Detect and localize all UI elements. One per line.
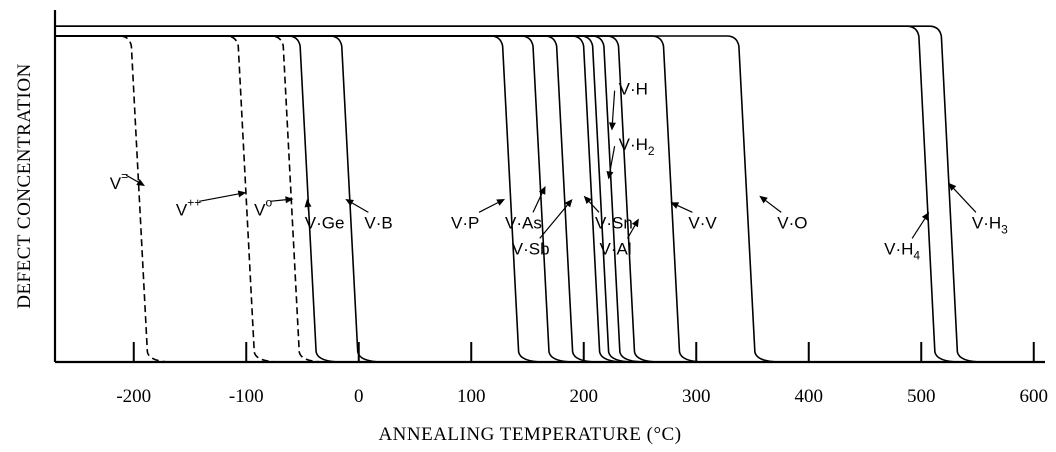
curve-v-h4 bbox=[55, 25, 961, 363]
curve-label: V·Ge bbox=[305, 213, 345, 232]
arrow-head bbox=[606, 170, 614, 180]
x-tick-label: 500 bbox=[907, 386, 936, 407]
arrow-line bbox=[677, 205, 693, 213]
arrow-head bbox=[136, 178, 145, 186]
curve-v= bbox=[55, 35, 174, 363]
arrow-line bbox=[911, 218, 926, 239]
x-tick-label: 300 bbox=[682, 386, 711, 407]
arrow-line bbox=[765, 200, 782, 213]
x-tick-label: 200 bbox=[570, 386, 599, 407]
arrow-line bbox=[351, 202, 369, 213]
x-tick-label: -100 bbox=[229, 386, 264, 407]
x-tick-label: 100 bbox=[457, 386, 486, 407]
curve-v-as bbox=[55, 35, 576, 363]
arrow-line bbox=[478, 202, 499, 213]
curve-label: V·O bbox=[777, 213, 807, 232]
axes bbox=[53, 10, 1045, 364]
curve-v-h3 bbox=[55, 25, 984, 363]
curve-v-v bbox=[55, 35, 706, 363]
arrow-line bbox=[307, 206, 310, 213]
arrow-line bbox=[270, 199, 286, 202]
curve-v-b bbox=[55, 35, 384, 363]
arrow-head bbox=[583, 195, 592, 204]
curve-label: V·H bbox=[619, 80, 648, 99]
curve-label: V·H2 bbox=[619, 135, 655, 158]
arrow-line bbox=[953, 188, 977, 213]
arrow-line bbox=[611, 90, 616, 123]
curve-v-p bbox=[55, 35, 545, 363]
curve-label: V·P bbox=[451, 213, 479, 232]
curve-v-al bbox=[55, 35, 661, 363]
curve-v-sn bbox=[55, 35, 626, 363]
curve-labels: V= V++ Vo V·Ge V·B V·P V·As V·Sb V·Sn V·H V·H2 V·Al… bbox=[110, 80, 1008, 263]
arrow-head bbox=[608, 122, 616, 131]
curve-label: V++ bbox=[176, 195, 201, 219]
arrow-line bbox=[626, 225, 636, 239]
curve-label: V·Sn bbox=[595, 213, 633, 232]
x-axis-label: ANNEALING TEMPERATURE (°C) bbox=[378, 424, 681, 445]
curve-label: V·As bbox=[505, 213, 542, 232]
arrow-head bbox=[285, 196, 294, 204]
arrow-head bbox=[304, 199, 312, 208]
arrow-line bbox=[588, 201, 600, 213]
curve-label: V·Al bbox=[600, 239, 632, 258]
curve-label: V= bbox=[110, 169, 128, 193]
curve-label: Vo bbox=[254, 195, 272, 219]
arrow-line bbox=[125, 174, 139, 183]
curve-label: V·Sb bbox=[512, 239, 550, 258]
arrow-head bbox=[948, 182, 957, 191]
curve-v-o bbox=[55, 35, 781, 363]
arrow-head bbox=[345, 199, 354, 207]
x-tick-label: -200 bbox=[116, 386, 151, 407]
x-ticks: -200 -100 0 100 200 300 400 500 600 bbox=[116, 342, 1048, 407]
arrow-head bbox=[538, 185, 546, 195]
x-tick-label: 0 bbox=[354, 386, 364, 407]
curve-label: V·H4 bbox=[884, 239, 920, 262]
y-axis-label: DEFECT CONCENTRATION bbox=[14, 63, 35, 309]
curve-label: V·B bbox=[364, 213, 392, 232]
x-tick-label: 600 bbox=[1020, 386, 1049, 407]
curve-v++ bbox=[55, 35, 281, 363]
arrow-head bbox=[631, 218, 639, 228]
curves bbox=[55, 25, 984, 363]
arrow-line bbox=[199, 193, 239, 202]
arrow-head bbox=[759, 195, 768, 204]
arrow-head bbox=[921, 212, 930, 221]
arrow-line bbox=[532, 192, 543, 213]
arrow-head bbox=[670, 202, 680, 209]
arrow-head bbox=[496, 199, 505, 206]
x-tick-label: 400 bbox=[795, 386, 824, 407]
arrow-head bbox=[237, 190, 247, 198]
curve-label: V·H3 bbox=[972, 213, 1008, 236]
arrow-line bbox=[609, 145, 616, 172]
arrow-line bbox=[539, 204, 568, 239]
arrow-head bbox=[564, 199, 573, 208]
curve-label: V·V bbox=[688, 213, 717, 232]
